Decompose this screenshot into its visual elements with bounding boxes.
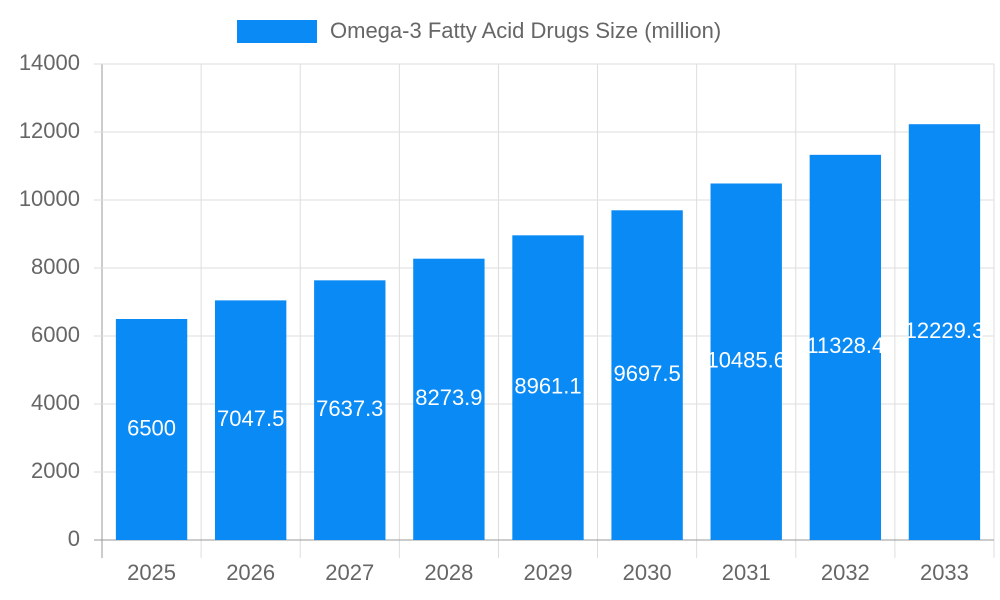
bar	[908, 124, 981, 540]
legend-swatch	[237, 20, 317, 43]
data-label: 9697.5	[613, 361, 680, 386]
y-tick-label: 4000	[31, 390, 80, 415]
bar	[314, 280, 386, 540]
y-tick-label: 6000	[31, 322, 80, 347]
bar	[611, 210, 683, 540]
y-tick-label: 8000	[31, 254, 80, 279]
data-label: 7047.5	[217, 406, 284, 431]
data-label: 12229.3	[905, 318, 985, 343]
y-tick-label: 2000	[31, 458, 80, 483]
data-label: 6500	[127, 415, 176, 440]
legend-label: Omega-3 Fatty Acid Drugs Size (million)	[330, 18, 721, 43]
bar	[413, 258, 485, 540]
x-tick-label: 2033	[920, 560, 969, 585]
data-label: 8273.9	[415, 385, 482, 410]
data-label: 10485.6	[706, 348, 786, 373]
y-tick-label: 12000	[19, 118, 80, 143]
data-label: 8961.1	[514, 373, 581, 398]
x-tick-label: 2025	[127, 560, 176, 585]
x-tick-label: 2030	[623, 560, 672, 585]
bar	[214, 300, 287, 540]
data-label: 11328.4	[806, 333, 884, 358]
x-tick-label: 2029	[524, 560, 573, 585]
y-tick-label: 14000	[19, 50, 80, 75]
bar	[809, 154, 882, 540]
data-label: 7637.3	[316, 396, 383, 421]
x-tick-label: 2031	[722, 560, 771, 585]
x-tick-label: 2028	[424, 560, 473, 585]
bar	[512, 235, 584, 540]
bar	[115, 319, 188, 540]
x-tick-label: 2026	[226, 560, 275, 585]
x-tick-label: 2027	[325, 560, 374, 585]
y-tick-label: 10000	[19, 186, 80, 211]
bar	[710, 183, 782, 540]
y-tick-label: 0	[68, 526, 80, 551]
x-tick-label: 2032	[821, 560, 870, 585]
